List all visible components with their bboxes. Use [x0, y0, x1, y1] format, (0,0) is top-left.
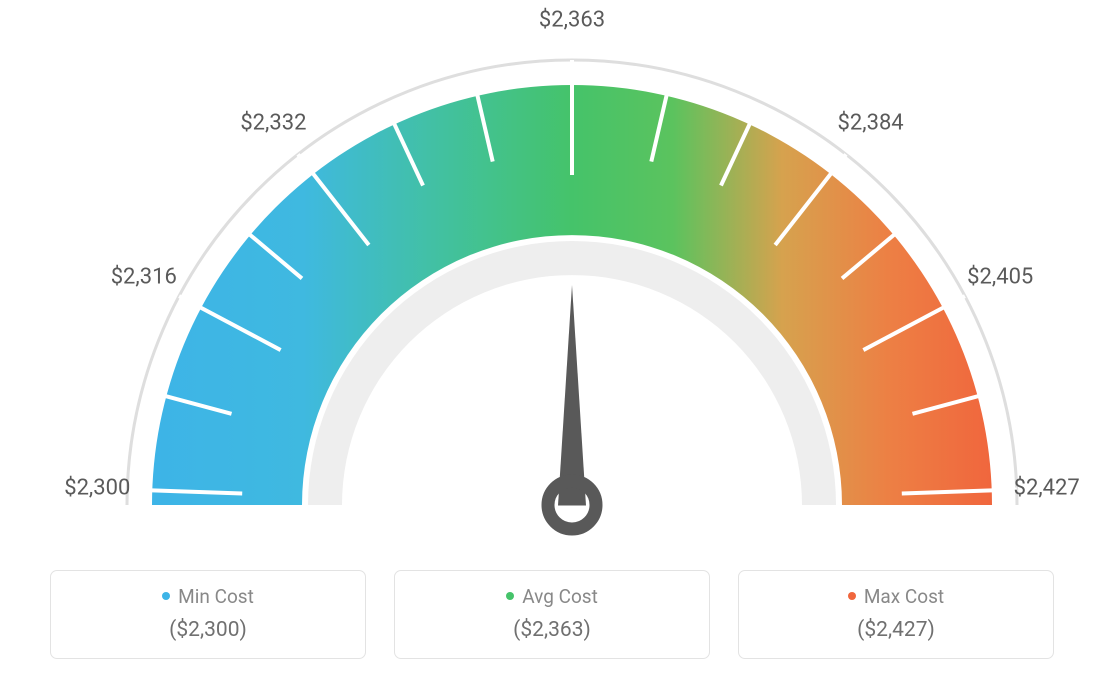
- legend-card-avg: Avg Cost ($2,363): [394, 570, 710, 659]
- legend-value-max: ($2,427): [749, 618, 1043, 642]
- legend-title-min: Min Cost: [61, 585, 355, 608]
- gauge-chart: [20, 20, 1104, 560]
- gauge-tick-label: $2,316: [111, 265, 177, 290]
- legend-value-avg: ($2,363): [405, 618, 699, 642]
- legend-card-max: Max Cost ($2,427): [738, 570, 1054, 659]
- legend-label-avg: Avg Cost: [522, 585, 598, 608]
- gauge-tick-label: $2,332: [240, 110, 306, 135]
- legend-card-min: Min Cost ($2,300): [50, 570, 366, 659]
- legend-label-min: Min Cost: [178, 585, 254, 608]
- legend-label-max: Max Cost: [864, 585, 944, 608]
- gauge-tick-label: $2,300: [64, 476, 130, 501]
- legend-row: Min Cost ($2,300) Avg Cost ($2,363) Max …: [20, 570, 1084, 659]
- legend-title-max: Max Cost: [749, 585, 1043, 608]
- chart-container: $2,300 $2,316 $2,332 $2,363 $2,384 $2,405 $2,4…: [0, 0, 1104, 690]
- dot-icon: [162, 592, 170, 600]
- legend-value-min: ($2,300): [61, 618, 355, 642]
- dot-icon: [506, 592, 514, 600]
- gauge-tick-label: $2,384: [838, 110, 904, 135]
- gauge-tick-label: $2,363: [539, 8, 605, 33]
- gauge-tick-label: $2,427: [1014, 476, 1080, 501]
- gauge-tick-label: $2,405: [967, 265, 1033, 290]
- legend-title-avg: Avg Cost: [405, 585, 699, 608]
- gauge-wrap: $2,300$2,316$2,332$2,363$2,384$2,405$2,4…: [20, 20, 1084, 560]
- dot-icon: [848, 592, 856, 600]
